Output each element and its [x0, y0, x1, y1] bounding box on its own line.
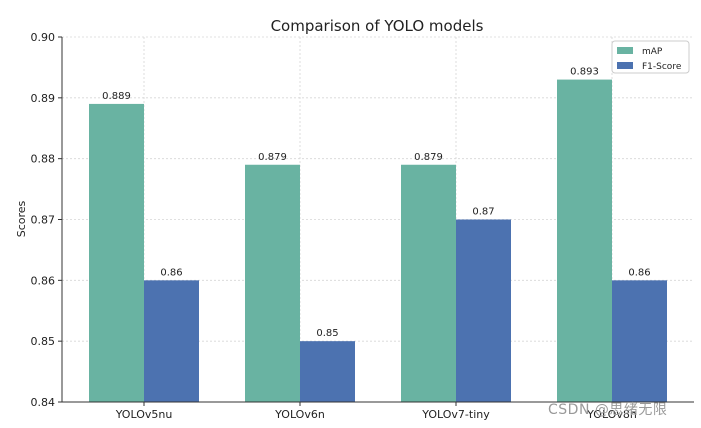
y-tick-label: 0.86	[31, 274, 56, 287]
bar-map	[245, 164, 300, 402]
bar-f1-score	[456, 219, 511, 402]
y-tick-label: 0.88	[31, 153, 56, 166]
y-tick-labels: 0.84 0.85 0.86 0.87 0.88 0.89 0.90	[31, 31, 56, 409]
y-axis-label: Scores	[15, 200, 28, 237]
x-tick-labels: YOLOv5nu YOLOv6n YOLOv7-tiny YOLOv8n	[115, 408, 637, 421]
bar-map	[401, 164, 456, 402]
y-tick-label: 0.89	[31, 92, 56, 105]
bar-value-label: 0.86	[628, 267, 650, 278]
x-tick-label: YOLOv8n	[586, 408, 637, 421]
y-tick-label: 0.87	[31, 214, 56, 227]
y-tick-label: 0.90	[31, 31, 56, 44]
x-tick-label: YOLOv7-tiny	[421, 408, 490, 421]
bars	[89, 79, 667, 403]
bar-f1-score	[612, 280, 667, 402]
watermark: CSDN @思绪无限	[548, 402, 668, 418]
chart-title: Comparison of YOLO models	[271, 17, 484, 35]
bar-f1-score	[300, 341, 355, 402]
bar-value-label: 0.879	[258, 152, 287, 163]
y-tick-label: 0.84	[31, 396, 56, 409]
bar-value-label: 0.86	[160, 267, 182, 278]
bar-value-labels: 0.889 0.879 0.879 0.893 0.86 0.85 0.87 0.86	[102, 67, 650, 340]
bar-value-label: 0.893	[570, 67, 599, 78]
axes	[58, 36, 694, 406]
bar-value-label: 0.879	[414, 152, 443, 163]
bar-value-label: 0.85	[316, 328, 338, 339]
legend: mAP F1-Score	[611, 40, 690, 74]
y-tick-label: 0.85	[31, 335, 56, 348]
legend-swatch	[617, 47, 633, 54]
x-tick-label: YOLOv6n	[274, 408, 325, 421]
bar-value-label: 0.87	[472, 207, 494, 218]
legend-swatch	[617, 62, 633, 69]
legend-label: F1-Score	[642, 62, 682, 72]
bar-map	[557, 79, 612, 402]
x-tick-label: YOLOv5nu	[115, 408, 173, 421]
legend-label: mAP	[642, 47, 663, 57]
bar-map	[89, 103, 144, 403]
bar-value-label: 0.889	[102, 91, 131, 102]
bar-f1-score	[144, 280, 199, 402]
